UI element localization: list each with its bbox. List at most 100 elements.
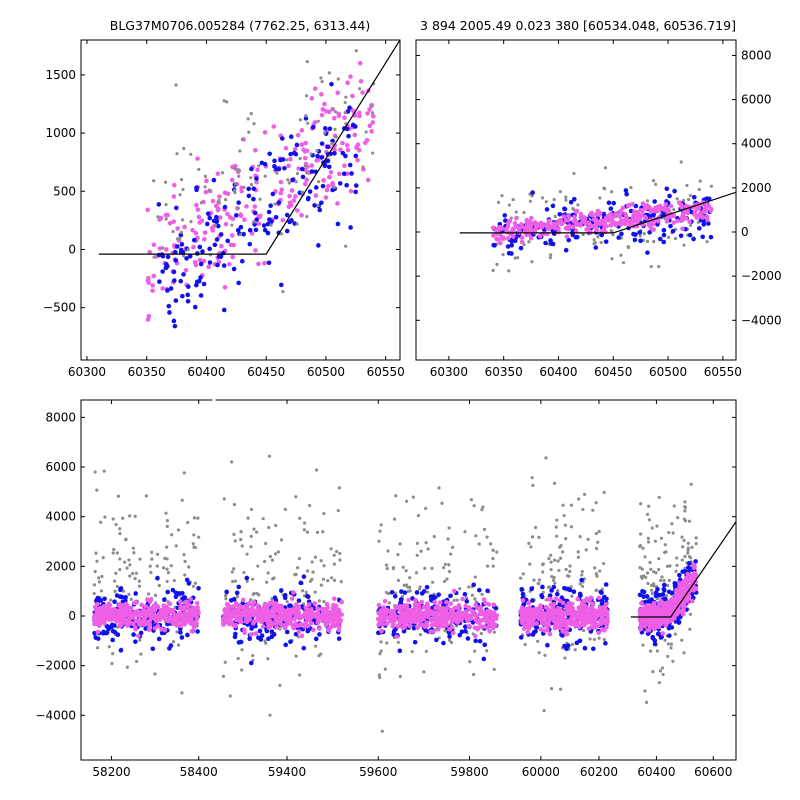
magenta-point xyxy=(233,613,239,618)
gray-point xyxy=(527,541,531,545)
blue-point xyxy=(246,193,252,199)
blue-point xyxy=(518,245,524,251)
blue-point xyxy=(549,588,554,593)
magenta-point xyxy=(182,621,188,627)
blue-point xyxy=(194,282,199,288)
blue-point xyxy=(319,141,325,146)
gray-point xyxy=(240,668,244,672)
magenta-point xyxy=(664,208,669,214)
y-tick-label: 6000 xyxy=(741,93,772,107)
magenta-point xyxy=(520,616,526,621)
x-tick-label: 60400 xyxy=(187,365,225,379)
magenta-point xyxy=(273,614,279,619)
gray-point xyxy=(423,566,427,570)
magenta-point xyxy=(683,203,689,209)
magenta-point xyxy=(302,181,308,187)
gray-point xyxy=(317,599,322,603)
blue-point xyxy=(540,584,545,590)
magenta-point xyxy=(167,618,172,624)
blue-point xyxy=(131,632,136,637)
gray-point xyxy=(94,551,98,555)
magenta-point xyxy=(133,599,139,605)
magenta-point xyxy=(227,215,233,220)
gray-point xyxy=(232,567,236,571)
magenta-point xyxy=(478,609,484,614)
gray-point xyxy=(174,83,178,87)
magenta-point xyxy=(513,223,519,228)
magenta-point xyxy=(440,623,446,629)
gray-point xyxy=(135,659,139,664)
gray-point xyxy=(315,149,319,153)
magenta-point xyxy=(319,91,324,97)
magenta-point xyxy=(326,627,331,633)
blue-point xyxy=(349,171,354,176)
magenta-point xyxy=(197,257,203,263)
magenta-point xyxy=(564,234,570,239)
gray-point xyxy=(660,666,665,670)
gray-point xyxy=(559,556,563,560)
gray-point xyxy=(183,573,187,577)
gray-point xyxy=(137,584,142,588)
gray-point xyxy=(156,552,160,556)
gray-point xyxy=(552,575,556,580)
blue-point xyxy=(661,239,667,245)
gray-point xyxy=(523,642,527,647)
gray-point xyxy=(93,470,97,474)
magenta-point xyxy=(676,609,682,615)
gray-point xyxy=(528,562,532,566)
magenta-point xyxy=(595,609,600,614)
gray-point xyxy=(240,137,244,141)
gray-point xyxy=(222,99,226,103)
gray-point xyxy=(544,200,548,204)
magenta-point xyxy=(648,226,654,231)
gray-point xyxy=(99,520,103,524)
blue-point xyxy=(619,231,624,237)
gray-point xyxy=(533,525,538,530)
gray-point xyxy=(252,122,256,126)
magenta-point xyxy=(410,610,415,616)
gray-point xyxy=(594,546,599,551)
gray-point xyxy=(602,490,606,495)
gray-point xyxy=(323,131,327,135)
magenta-point xyxy=(94,610,100,616)
gray-point xyxy=(697,187,701,192)
gray-point xyxy=(92,591,96,596)
magenta-point xyxy=(193,611,198,617)
x-tick-label: 58200 xyxy=(92,765,130,779)
gray-point xyxy=(688,223,693,227)
blue-point xyxy=(319,155,325,160)
gray-point xyxy=(220,171,225,175)
magenta-point xyxy=(613,222,618,228)
gray-point xyxy=(675,556,679,560)
gray-point xyxy=(246,117,250,121)
gray-point xyxy=(339,579,343,584)
magenta-point xyxy=(524,607,530,612)
gray-point xyxy=(192,533,196,537)
blue-point xyxy=(562,585,567,591)
magenta-point xyxy=(422,624,428,630)
gray-point xyxy=(588,637,592,641)
gray-point xyxy=(112,579,117,583)
gray-point xyxy=(529,545,533,549)
magenta-point xyxy=(174,623,180,628)
blue-point xyxy=(564,646,569,652)
gray-point xyxy=(682,538,686,542)
magenta-point xyxy=(304,616,310,621)
magenta-point xyxy=(380,622,386,627)
gray-point xyxy=(582,492,587,496)
gray-point xyxy=(507,269,511,273)
gray-point xyxy=(317,654,321,658)
magenta-point xyxy=(439,610,445,615)
gray-point xyxy=(394,494,398,498)
gray-point xyxy=(638,234,642,238)
magenta-point xyxy=(288,156,293,162)
blue-point xyxy=(667,193,672,199)
x-tick-label: 59400 xyxy=(268,765,306,779)
gray-point xyxy=(176,643,181,647)
y-tick-label: −2000 xyxy=(35,659,76,673)
blue-point xyxy=(652,199,657,204)
blue-point xyxy=(593,245,599,250)
y-tick-label: 0 xyxy=(68,242,76,256)
magenta-point xyxy=(335,90,340,96)
magenta-point xyxy=(288,203,294,208)
